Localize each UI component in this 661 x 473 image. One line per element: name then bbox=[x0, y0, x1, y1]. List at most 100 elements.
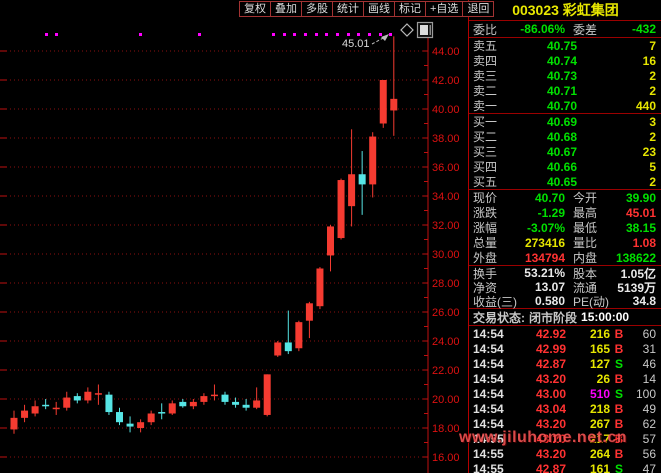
ask-row-price: 40.73 bbox=[546, 68, 577, 83]
chart-canvas: 44.00 42.00 40.00 38.00 36.00 34.00 32.00 30.00… bbox=[0, 21, 460, 473]
menu-item[interactable]: +自选 bbox=[425, 1, 464, 17]
ask-row-price: 40.74 bbox=[546, 53, 577, 68]
ask-row-price: 40.75 bbox=[546, 38, 577, 53]
ask-row-price: 40.71 bbox=[546, 83, 577, 98]
quote-stats: 现价 40.70 今开 39.90 涨跌 -1.29 最高 45.01 涨幅 -3.… bbox=[469, 190, 661, 266]
ask-row: 卖四 40.74 16 bbox=[469, 53, 661, 69]
price-gridlines: 44.00 42.00 40.00 38.00 36.00 34.00 32.00 30.00… bbox=[0, 46, 460, 464]
bid-row-label: 买二 bbox=[473, 130, 498, 144]
weibi-label: 委比 bbox=[473, 22, 498, 37]
time-sales-list[interactable]: 14:54 42.92 216 B 60 14:54 42.99 165 B 31… bbox=[469, 326, 661, 473]
ask-book: 卖五 40.75 7 卖四 40.74 16 卖三 40.73 2 卖二 40.71 … bbox=[469, 38, 661, 114]
bid-row-price: 40.65 bbox=[546, 174, 577, 189]
bid-row: 买五 40.65 2 bbox=[469, 174, 661, 190]
stock-title: 003023 彩虹集团 bbox=[469, 0, 661, 21]
quote-panel: 003023 彩虹集团 委比 -86.06% 委差 -432 卖五 40.75 … bbox=[468, 0, 661, 473]
quote-row: 涨跌 -1.29 最高 45.01 bbox=[473, 205, 656, 221]
bid-row-label: 买五 bbox=[473, 175, 498, 189]
menu-item[interactable]: 复权 bbox=[239, 1, 271, 17]
bid-row: 买一 40.69 3 bbox=[469, 114, 661, 130]
watermark: www.jiluhome.net.cn bbox=[459, 429, 628, 446]
bid-row-volume: 23 bbox=[642, 144, 656, 159]
menu-item[interactable]: 画线 bbox=[363, 1, 395, 17]
bid-row-volume: 5 bbox=[649, 159, 656, 174]
fundamental-stats: 换手 53.21% 股本 1.05亿 净资 13.07 流通 5139万 收益(三)… bbox=[469, 266, 661, 309]
tick-row: 14:54 42.87 127 S 46 bbox=[473, 356, 656, 371]
y-axis-label: 16.00 bbox=[432, 452, 460, 464]
bid-row-price: 40.67 bbox=[546, 144, 577, 159]
stat-row: 换手 53.21% 股本 1.05亿 bbox=[473, 266, 656, 281]
menu-item[interactable]: 统计 bbox=[332, 1, 364, 17]
tick-row: 14:54 42.92 216 B 60 bbox=[473, 326, 656, 341]
high-annotation: 45.01 bbox=[342, 34, 389, 50]
menu-item[interactable]: 退回 bbox=[462, 1, 495, 17]
ask-row-volume: 2 bbox=[649, 83, 656, 98]
stat-row: 收益(三) 0.580 PE(动) 34.8 bbox=[473, 294, 656, 309]
bid-row-label: 买四 bbox=[473, 160, 498, 174]
diamond-icon bbox=[400, 23, 414, 37]
tick-row: 14:55 42.87 161 S 47 bbox=[473, 461, 656, 473]
status-value: 闭市阶段 bbox=[529, 310, 578, 325]
y-axis-label: 20.00 bbox=[432, 394, 460, 406]
bid-row-volume: 2 bbox=[649, 174, 656, 189]
y-axis-label: 24.00 bbox=[432, 336, 460, 348]
quote-row: 总量 273416 量比 1.08 bbox=[473, 235, 656, 251]
ask-row-label: 卖二 bbox=[473, 84, 498, 98]
menu-item[interactable]: 多股 bbox=[301, 1, 333, 17]
panel-icon bbox=[416, 21, 434, 39]
bid-row-volume: 2 bbox=[649, 129, 656, 144]
y-axis-label: 30.00 bbox=[432, 249, 460, 261]
bid-row-label: 买三 bbox=[473, 145, 498, 159]
ask-row-label: 卖一 bbox=[473, 99, 498, 113]
y-axis-label: 22.00 bbox=[432, 365, 460, 377]
candles bbox=[10, 36, 398, 434]
y-axis-label: 28.00 bbox=[432, 278, 460, 290]
status-time: 15:00:00 bbox=[581, 310, 630, 324]
ask-row-label: 卖五 bbox=[473, 39, 498, 53]
y-axis-label: 18.00 bbox=[432, 423, 460, 435]
bid-row: 买四 40.66 5 bbox=[469, 159, 661, 175]
menu-item[interactable]: 标记 bbox=[394, 1, 426, 17]
bid-book: 买一 40.69 3 买二 40.68 2 买三 40.67 23 买四 40.66 … bbox=[469, 114, 661, 190]
status-label: 交易状态: bbox=[473, 310, 525, 325]
y-axis-label: 40.00 bbox=[432, 104, 460, 116]
ask-row: 卖三 40.73 2 bbox=[469, 68, 661, 84]
quote-row: 外盘 134794 内盘 138622 bbox=[473, 250, 656, 266]
quote-row: 现价 40.70 今开 39.90 bbox=[473, 190, 656, 206]
svg-text:45.01: 45.01 bbox=[342, 38, 370, 50]
menu-item[interactable]: 叠加 bbox=[270, 1, 302, 17]
y-axis-label: 44.00 bbox=[432, 46, 460, 58]
bid-row-price: 40.66 bbox=[546, 159, 577, 174]
candlestick-chart[interactable]: 44.00 42.00 40.00 38.00 36.00 34.00 32.00 30.00… bbox=[0, 0, 468, 473]
weibi-row: 委比 -86.06% 委差 -432 bbox=[469, 21, 661, 38]
y-axis-label: 34.00 bbox=[432, 191, 460, 203]
tick-row: 14:54 43.20 267 B 62 bbox=[473, 416, 656, 431]
tick-row: 14:54 43.00 510 S 100 bbox=[473, 386, 656, 401]
bid-row: 买二 40.68 2 bbox=[469, 129, 661, 145]
bid-row-volume: 3 bbox=[649, 114, 656, 129]
weicha-value: -432 bbox=[631, 22, 656, 36]
bid-row-price: 40.68 bbox=[546, 129, 577, 144]
toolbar: 复权 叠加 多股 统计 画线 标记 +自选 退回 bbox=[239, 1, 495, 17]
y-axis-label: 32.00 bbox=[432, 220, 460, 232]
ask-row: 卖二 40.71 2 bbox=[469, 83, 661, 99]
y-axis-label: 38.00 bbox=[432, 133, 460, 145]
tick-row: 14:55 43.20 264 B 56 bbox=[473, 446, 656, 461]
tick-row: 14:55 43.20 217 B 57 bbox=[473, 431, 656, 446]
tick-row: 14:54 42.99 165 B 31 bbox=[473, 341, 656, 356]
stat-row: 净资 13.07 流通 5139万 bbox=[473, 280, 656, 295]
weibi-value: -86.06% bbox=[520, 22, 565, 36]
weicha-label: 委差 bbox=[573, 22, 598, 37]
ask-row-label: 卖三 bbox=[473, 69, 498, 83]
bid-row: 买三 40.67 23 bbox=[469, 144, 661, 160]
ask-row-volume: 16 bbox=[642, 53, 656, 68]
quote-row: 涨幅 -3.07% 最低 38.15 bbox=[473, 220, 656, 236]
ask-row-volume: 440 bbox=[635, 98, 656, 113]
bid-row-label: 买一 bbox=[473, 115, 498, 129]
tick-row: 14:54 43.20 26 B 14 bbox=[473, 371, 656, 386]
bid-row-price: 40.69 bbox=[546, 114, 577, 129]
ask-row-price: 40.70 bbox=[546, 98, 577, 113]
ask-row: 卖一 40.70 440 bbox=[469, 98, 661, 114]
ask-row-volume: 2 bbox=[649, 68, 656, 83]
